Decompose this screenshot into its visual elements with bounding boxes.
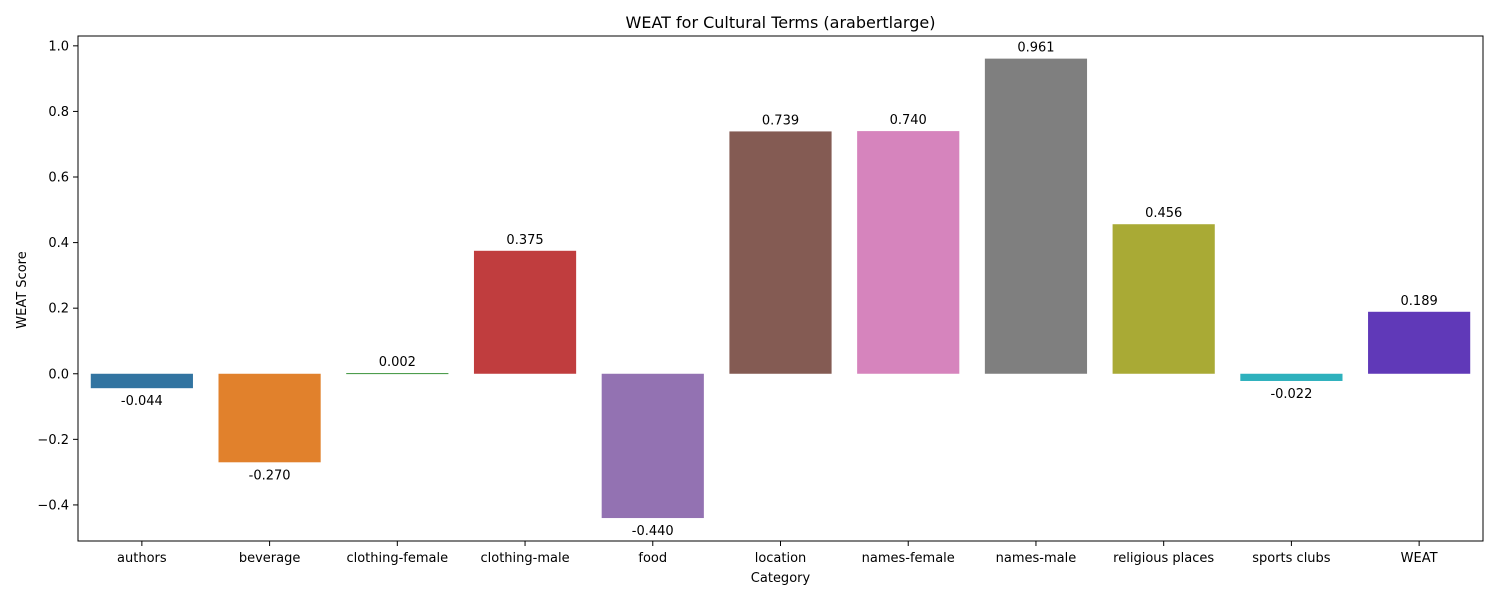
y-axis-ticks: −0.4 −0.2 0.0 0.2 0.4 0.6 0.8 1.0 bbox=[37, 39, 78, 513]
bar-names-female bbox=[857, 131, 960, 374]
x-tick-label: sports clubs bbox=[1252, 551, 1331, 566]
x-tick-label: names-female bbox=[862, 551, 955, 566]
data-label-weat: 0.189 bbox=[1401, 294, 1438, 309]
y-axis-label: WEAT Score bbox=[15, 251, 30, 328]
bar-names-male bbox=[984, 58, 1088, 374]
bar-clothing-female bbox=[346, 373, 449, 375]
bar-religious-places bbox=[1112, 224, 1215, 374]
x-tick-label: clothing-male bbox=[480, 551, 569, 566]
bar-weat bbox=[1368, 311, 1471, 374]
x-tick-label: food bbox=[638, 551, 667, 566]
data-label-religious-places: 0.456 bbox=[1145, 206, 1182, 221]
x-tick-label: clothing-female bbox=[346, 551, 448, 566]
plot-frame bbox=[77, 35, 1484, 542]
x-tick-label: WEAT bbox=[1401, 551, 1438, 566]
y-tick-label: 0.4 bbox=[48, 236, 69, 251]
x-tick-label: names-male bbox=[996, 551, 1077, 566]
bar-clothing-male bbox=[473, 250, 577, 374]
data-label-sports-clubs: -0.022 bbox=[1270, 387, 1312, 402]
x-tick-label: religious places bbox=[1113, 551, 1214, 566]
data-label-names-female: 0.740 bbox=[890, 113, 927, 128]
data-label-food: -0.440 bbox=[632, 524, 674, 539]
bar-food bbox=[601, 373, 704, 519]
x-tick-label: beverage bbox=[239, 551, 301, 566]
data-label-beverage: -0.270 bbox=[249, 468, 291, 483]
y-tick-label: 0.2 bbox=[48, 302, 69, 317]
x-tick-label: location bbox=[755, 551, 807, 566]
bar-location bbox=[729, 131, 832, 374]
data-label-authors: -0.044 bbox=[121, 394, 163, 409]
x-tick-label: authors bbox=[117, 551, 167, 566]
bars-group bbox=[90, 58, 1471, 519]
y-tick-label: 0.8 bbox=[48, 105, 69, 120]
y-tick-label: 1.0 bbox=[48, 39, 69, 54]
y-tick-label: −0.4 bbox=[37, 498, 69, 513]
data-label-clothing-male: 0.375 bbox=[506, 233, 543, 248]
data-label-location: 0.739 bbox=[762, 113, 799, 128]
x-axis-label: Category bbox=[751, 571, 811, 586]
y-tick-label: 0.6 bbox=[48, 171, 69, 186]
x-axis-ticks: authors beverage clothing-female clothing-m… bbox=[117, 541, 1438, 566]
bar-sports-clubs bbox=[1240, 373, 1343, 381]
data-label-names-male: 0.961 bbox=[1017, 41, 1054, 56]
data-label-clothing-female: 0.002 bbox=[379, 355, 416, 370]
bar-authors bbox=[90, 373, 193, 389]
y-tick-label: 0.0 bbox=[48, 367, 69, 382]
y-tick-label: −0.2 bbox=[37, 433, 69, 448]
bar-beverage bbox=[218, 373, 321, 463]
chart-title: WEAT for Cultural Terms (arabertlarge) bbox=[626, 13, 936, 32]
data-labels-group: -0.044 -0.270 0.002 0.375 -0.440 0.739 0.740 0.… bbox=[121, 41, 1438, 539]
